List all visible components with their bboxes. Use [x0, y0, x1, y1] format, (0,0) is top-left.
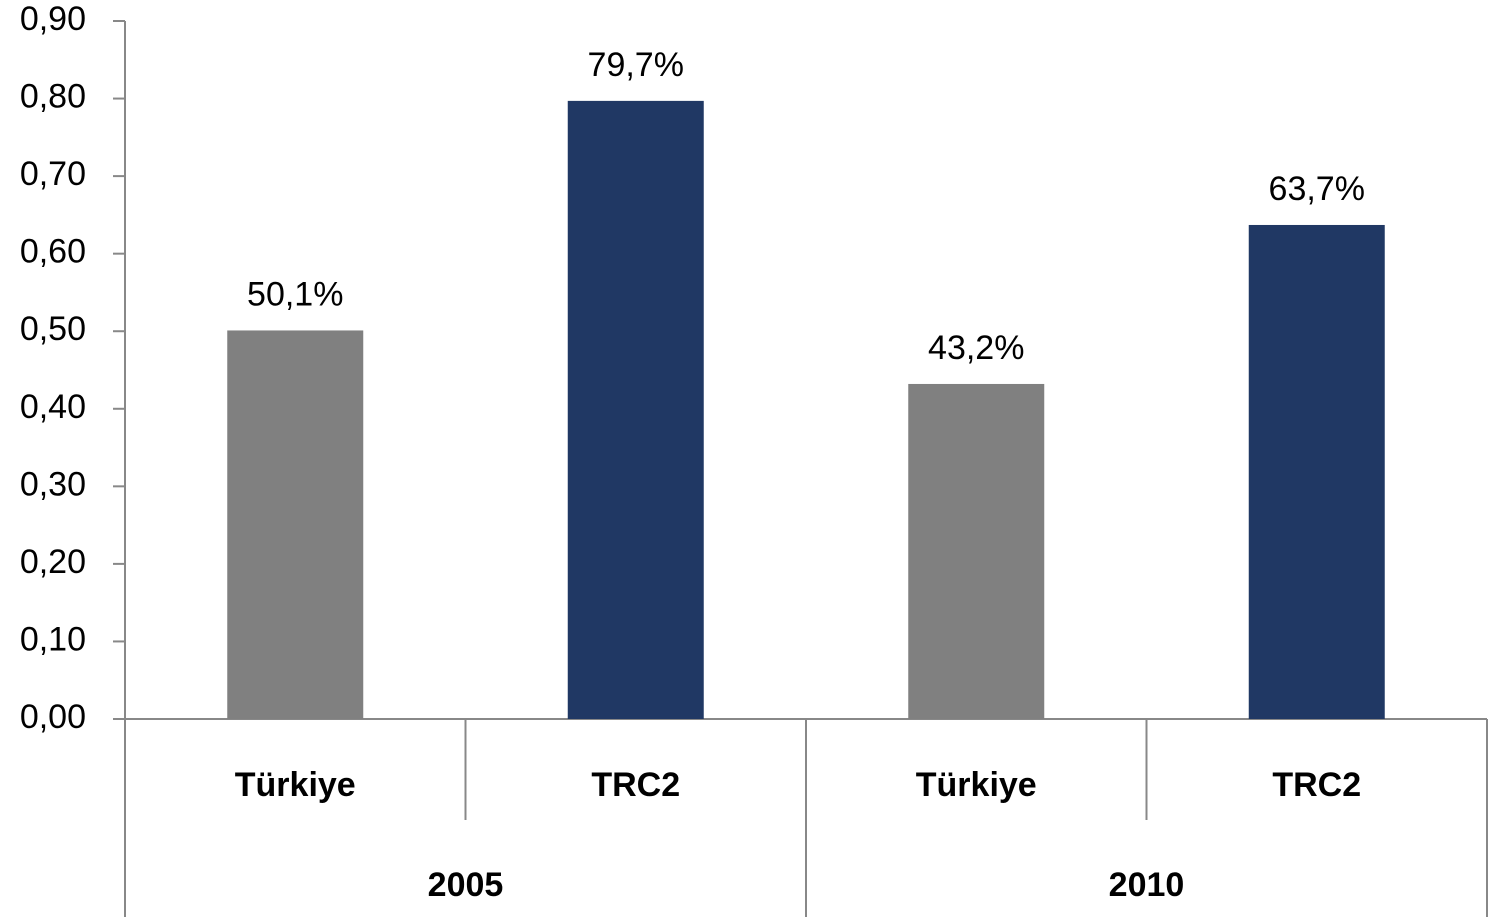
bar — [567, 100, 704, 720]
y-tick-label: 0,00 — [20, 698, 86, 736]
y-tick-label: 0,90 — [20, 0, 86, 38]
y-tick-label: 0,30 — [20, 465, 86, 503]
data-label: 50,1% — [247, 275, 343, 313]
x-tick-label: TRC2 — [1272, 766, 1361, 804]
y-tick-label: 0,60 — [20, 233, 86, 271]
y-tick-label: 0,80 — [20, 78, 86, 116]
y-tick-label: 0,40 — [20, 388, 86, 426]
bar — [227, 330, 364, 719]
bar — [908, 383, 1045, 719]
y-tick-label: 0,20 — [20, 543, 86, 581]
data-label: 63,7% — [1269, 170, 1365, 208]
data-label: 43,2% — [928, 329, 1024, 367]
bar — [1248, 224, 1385, 719]
x-tick-label: Türkiye — [235, 766, 356, 804]
y-tick-label: 0,70 — [20, 155, 86, 193]
group-label: 2005 — [428, 866, 504, 904]
data-label: 79,7% — [588, 46, 684, 84]
y-tick-label: 0,10 — [20, 620, 86, 658]
y-tick-label: 0,50 — [20, 310, 86, 348]
x-tick-label: Türkiye — [916, 766, 1037, 804]
group-label: 2010 — [1109, 866, 1185, 904]
x-tick-label: TRC2 — [591, 766, 680, 804]
